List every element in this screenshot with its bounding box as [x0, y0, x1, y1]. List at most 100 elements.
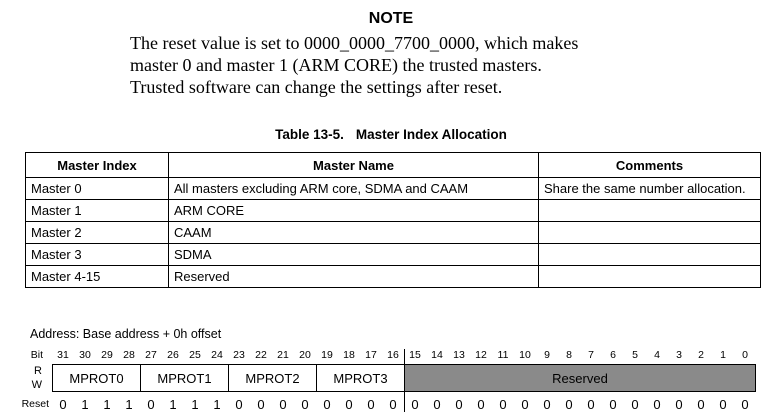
reset-value: 0 [741, 397, 749, 412]
bit-number: 29 [101, 349, 113, 361]
bit-number: 23 [233, 349, 245, 361]
bit-number: 3 [676, 349, 682, 361]
table-cell: Reserved [168, 265, 539, 288]
reset-value: 0 [279, 397, 287, 412]
field-boxes: MPROT0 MPROT1 MPROT2 MPROT3 Reserved [52, 364, 756, 392]
table-cell: Master 0 [25, 177, 169, 200]
table-row: Master 1 ARM CORE [25, 199, 761, 222]
bit-number: 15 [409, 349, 421, 361]
reset-value: 0 [631, 397, 639, 412]
reset-value: 0 [59, 397, 67, 412]
reset-value: 0 [411, 397, 419, 412]
table-caption: Table 13-5. Master Index Allocation [0, 127, 782, 143]
bit-number: 22 [255, 349, 267, 361]
register-field-mprot2: MPROT2 [228, 364, 316, 392]
reset-value: 0 [719, 397, 727, 412]
bit-number: 18 [343, 349, 355, 361]
table-cell: SDMA [168, 243, 539, 266]
reset-value: 0 [147, 397, 155, 412]
reset-label: Reset [21, 398, 49, 410]
reset-value: 0 [653, 397, 661, 412]
table-row: Master 2 CAAM [25, 221, 761, 244]
reset-value: 0 [235, 397, 243, 412]
reset-value: 1 [103, 397, 111, 412]
reset-value: 1 [191, 397, 199, 412]
bit-number: 8 [566, 349, 572, 361]
table-cell: All masters excluding ARM core, SDMA and… [168, 177, 539, 200]
bit-number: 10 [519, 349, 531, 361]
table-cell: CAAM [168, 221, 539, 244]
reset-value: 0 [697, 397, 705, 412]
table-cell: Master 1 [25, 199, 169, 222]
bit-number: 28 [123, 349, 135, 361]
bit-number: 11 [497, 349, 509, 361]
table-cell: Master 3 [25, 243, 169, 266]
bit-number: 26 [167, 349, 179, 361]
bit-number: 24 [211, 349, 223, 361]
reset-value: 0 [301, 397, 309, 412]
reset-value: 0 [433, 397, 441, 412]
bit-number: 14 [431, 349, 443, 361]
bit-number: 19 [321, 349, 333, 361]
bit-number: 9 [544, 349, 550, 361]
reset-value: 0 [389, 397, 397, 412]
bit-label: Bit [30, 349, 43, 361]
reset-value: 0 [565, 397, 573, 412]
reset-value: 0 [521, 397, 529, 412]
reset-value: 1 [213, 397, 221, 412]
bit-number: 7 [588, 349, 594, 361]
column-header: Master Name [168, 152, 539, 178]
rw-label: R W [0, 364, 52, 392]
reset-value: 0 [477, 397, 485, 412]
register-field-mprot0: MPROT0 [52, 364, 140, 392]
bit-number: 17 [365, 349, 377, 361]
bit-number: 31 [57, 349, 69, 361]
note-heading: NOTE [368, 10, 414, 27]
table-cell [538, 243, 761, 266]
table-cell: Share the same number allocation. [538, 177, 761, 200]
register-diagram: Bit 31 30 29 28 27 26 25 24 23 22 21 20 19 18 17 16 15 14… [0, 349, 760, 412]
table-cell [538, 265, 761, 288]
reset-value: 0 [323, 397, 331, 412]
table-row: Master 0 All masters excluding ARM core, … [25, 177, 761, 200]
register-field-reserved: Reserved [404, 364, 756, 392]
bit-number: 6 [610, 349, 616, 361]
reset-value: 0 [675, 397, 683, 412]
table-cell [538, 221, 761, 244]
register-address: Address: Base address + 0h offset [30, 327, 222, 341]
column-header: Master Index [25, 152, 169, 178]
bit-number: 21 [277, 349, 289, 361]
bit-number: 13 [453, 349, 465, 361]
note-line: Trusted software can change the settings… [130, 77, 503, 97]
table-header-row: Master Index Master Name Comments [25, 152, 761, 178]
table-row: Master 3 SDMA [25, 243, 761, 266]
bit-number: 30 [79, 349, 91, 361]
bit-number: 4 [654, 349, 660, 361]
bit-number: 1 [720, 349, 726, 361]
reset-value: 0 [609, 397, 617, 412]
table-cell: Master 4-15 [25, 265, 169, 288]
reset-value: 1 [81, 397, 89, 412]
reset-value: 0 [543, 397, 551, 412]
bit-number: 16 [387, 349, 399, 361]
table-body: Master 0 All masters excluding ARM core, … [25, 177, 761, 288]
read-label: R [34, 365, 42, 377]
write-label: W [31, 379, 42, 391]
reset-value: 1 [125, 397, 133, 412]
bit-numbers-row: 31 30 29 28 27 26 25 24 23 22 21 20 19 18 17 16 15 14 13 12… [52, 349, 756, 361]
register-field-mprot3: MPROT3 [316, 364, 404, 392]
table-caption-title: Master Index Allocation [355, 127, 507, 142]
bit-number: 25 [189, 349, 201, 361]
reset-value: 1 [169, 397, 177, 412]
reset-value: 0 [345, 397, 353, 412]
note-line: master 0 and master 1 (ARM CORE) the tru… [130, 55, 542, 75]
reset-value: 0 [367, 397, 375, 412]
bit-number: 5 [632, 349, 638, 361]
table-cell: Master 2 [25, 221, 169, 244]
table-row: Master 4-15 Reserved [25, 265, 761, 288]
bit-number: 20 [299, 349, 311, 361]
master-index-table: Master Index Master Name Comments Master 0… [25, 152, 761, 288]
